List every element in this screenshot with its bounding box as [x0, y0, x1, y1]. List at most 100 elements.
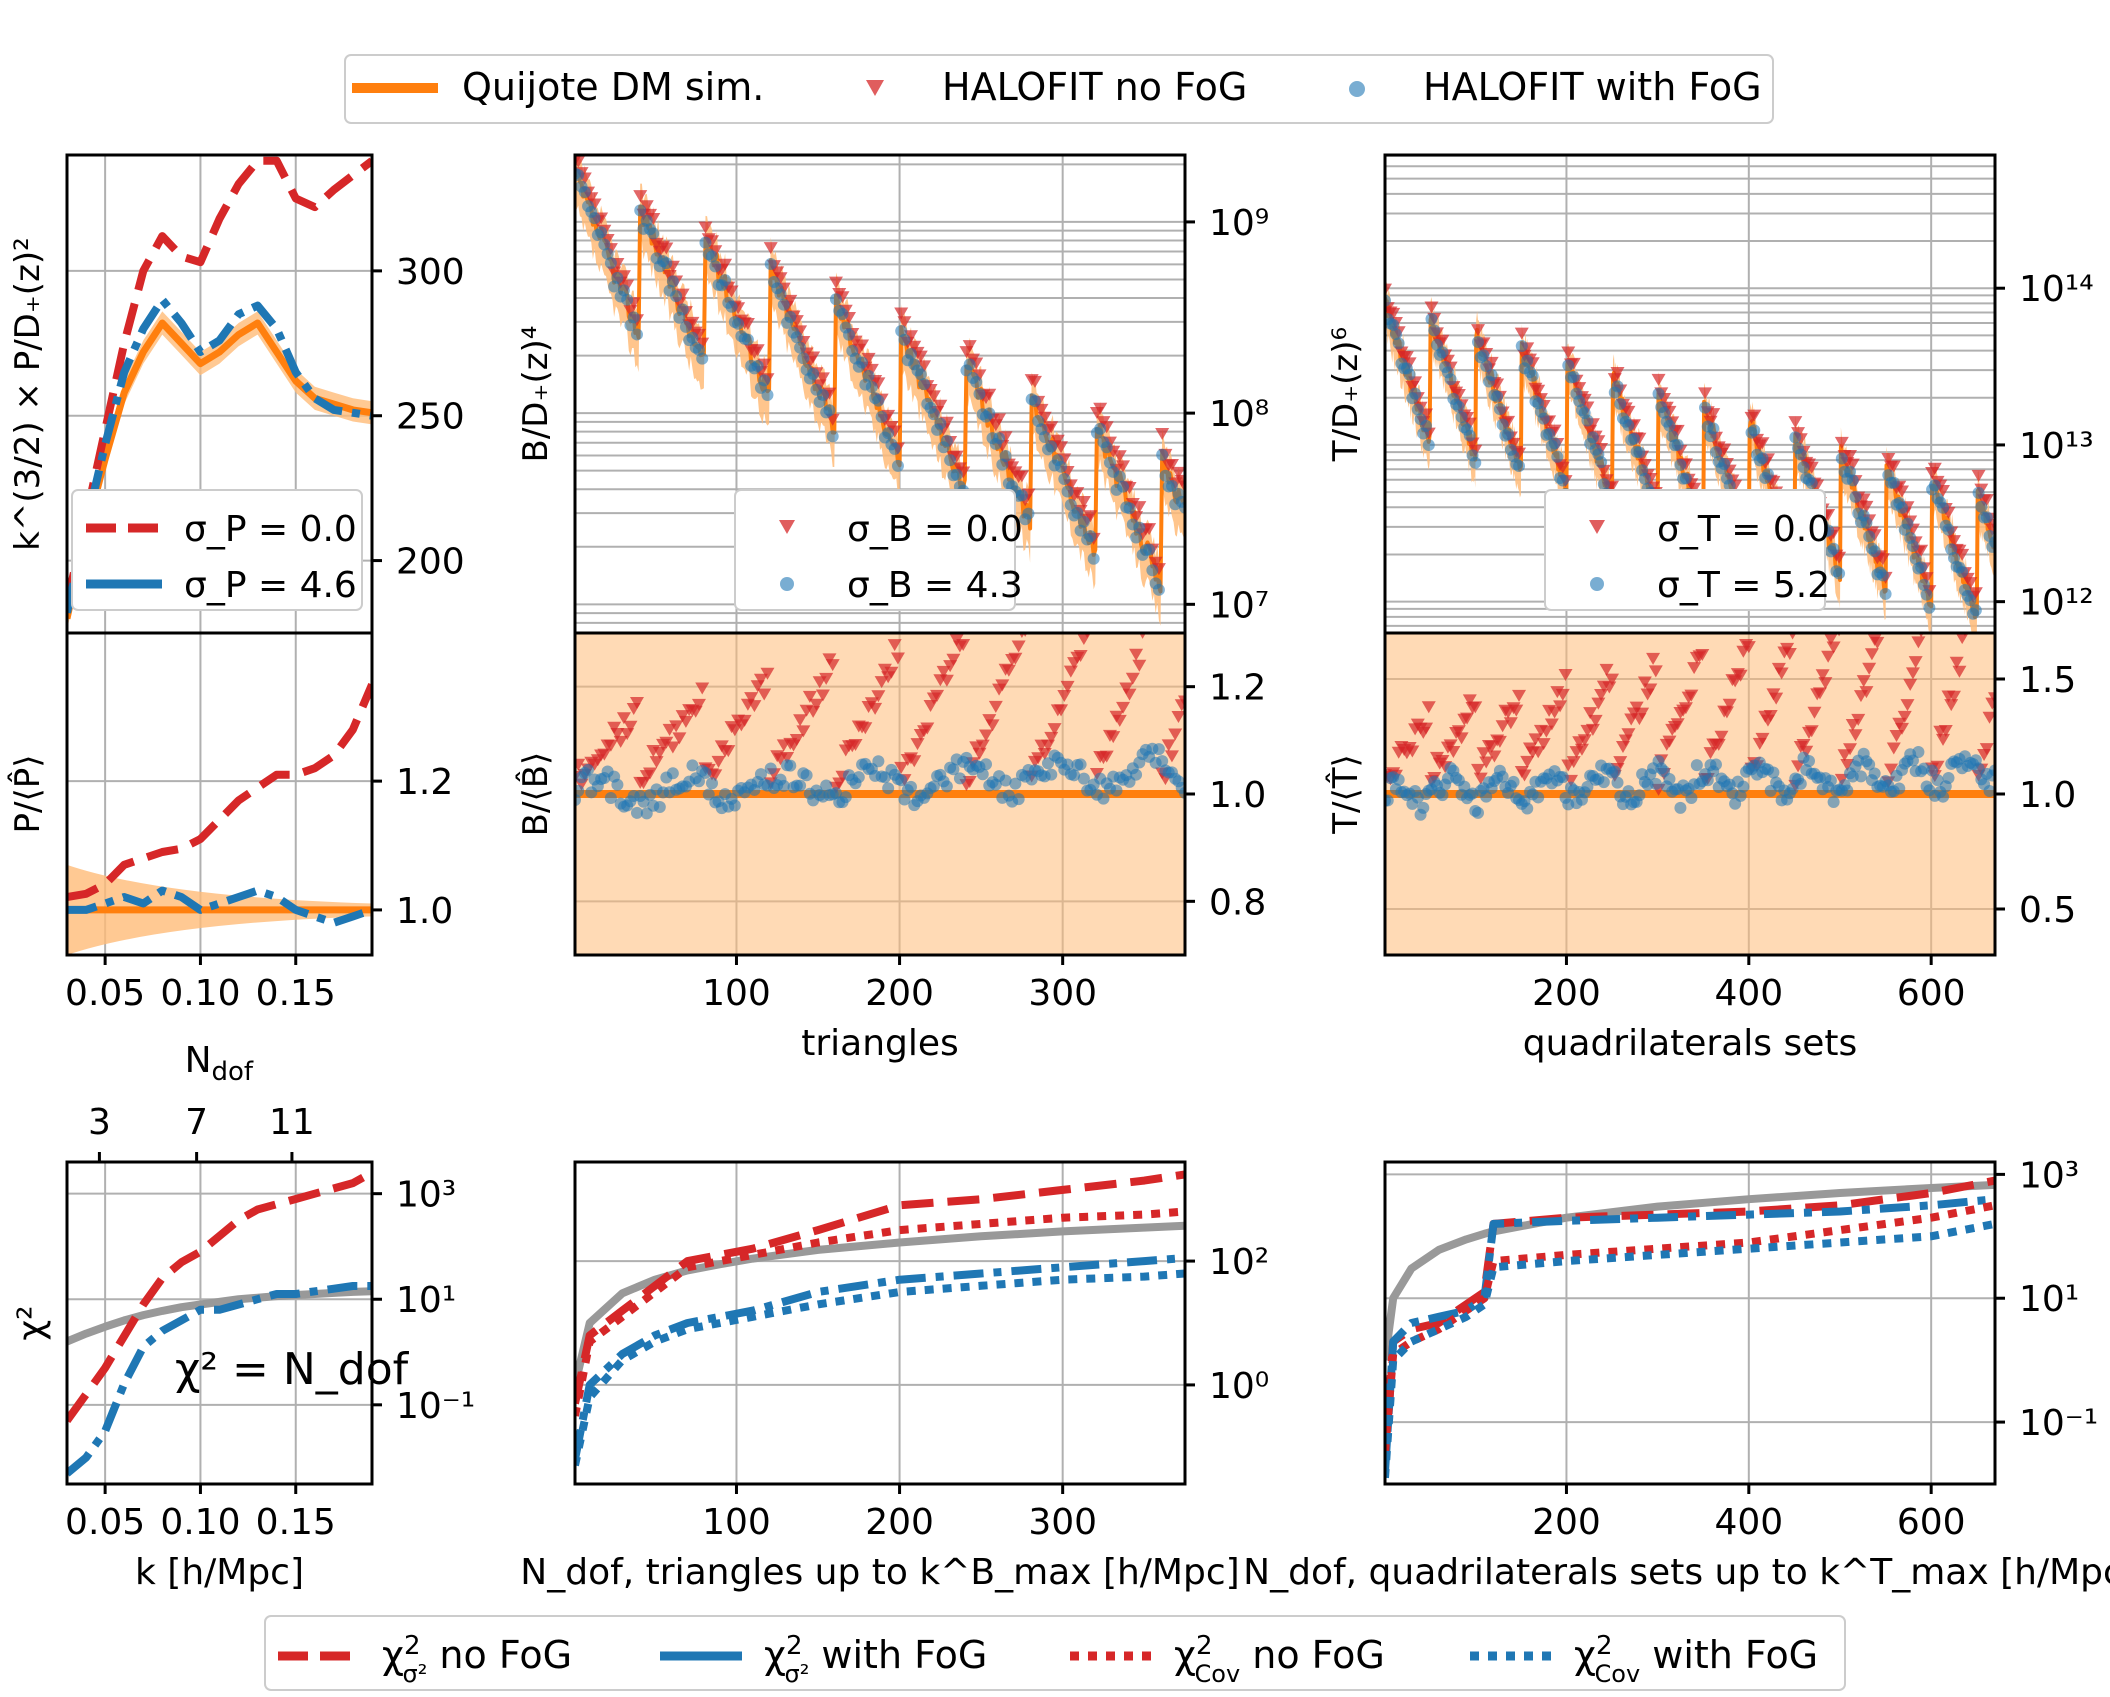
B-top-fog-point: [862, 369, 875, 382]
B-top-fog-point: [764, 257, 777, 270]
T-mid-ytick-label: 0.5: [2019, 890, 2076, 931]
B-top-nofog-point: [659, 242, 674, 255]
B-top-fog-point: [741, 333, 754, 346]
T-mid-fog-point: [1472, 806, 1485, 819]
T-mid-nofog-point: [1605, 673, 1620, 686]
P-chi-top-tick-label: 11: [269, 1102, 315, 1143]
T-mid-fog-point: [1385, 794, 1394, 807]
B-chi-ytick-label: 10⁰: [1209, 1366, 1269, 1407]
T-top-fog-point: [1761, 468, 1774, 481]
B-top-fog-point: [826, 430, 839, 443]
B-mid-fog-point: [686, 759, 699, 772]
B-mid-xlabel: triangles: [801, 1023, 959, 1064]
T-top-fog-point: [1567, 370, 1580, 383]
B-top-fog-point: [1028, 395, 1041, 408]
B-top-fog-point: [1087, 552, 1100, 565]
B-top-fog-point: [914, 368, 927, 381]
B-top-nofog-point: [917, 360, 932, 373]
B-mid-fog-point: [999, 774, 1012, 787]
B-top-fog-point: [1130, 531, 1143, 544]
T-mid-fog-point: [1649, 777, 1662, 790]
P-top-sigma46-line: [67, 295, 372, 614]
P-chi-ylabel: χ²: [11, 1305, 52, 1340]
P-chi-ytick-label: 10³: [396, 1175, 456, 1216]
B-mid-nofog-point: [1047, 723, 1062, 736]
T-mid-nofog-point: [1876, 609, 1890, 621]
B-chi-frame: [573, 1160, 1187, 1486]
T-top-fog-point: [1909, 552, 1922, 565]
B-top-fog-point: [963, 358, 976, 371]
B-top-nofog-point: [1034, 403, 1049, 416]
B-top-legend-label-0: σ_B = 0.0: [847, 509, 1023, 550]
T-top-fog-point: [1469, 456, 1482, 469]
B-mid-nofog-point: [858, 722, 873, 735]
T-mid-nofog-point: [1944, 699, 1959, 712]
T-top-fog-point: [1389, 328, 1402, 341]
B-top-fog-point: [647, 227, 660, 240]
T-mid-fog-point: [1709, 758, 1722, 771]
P-mid-ytick-label: 1.2: [396, 762, 453, 803]
B-top-nofog-point: [639, 200, 654, 213]
T-mid-fog-point: [1926, 764, 1939, 777]
T-mid-fog-point: [1841, 784, 1854, 797]
B-mid-nofog-point: [760, 667, 775, 680]
T-mid-nofog-point: [1405, 745, 1420, 758]
T-chi-series-3: [1385, 1219, 1995, 1479]
T-mid-nofog-point: [1446, 745, 1461, 758]
B-mid-fog-point: [947, 763, 960, 776]
T-top-fog-point: [1436, 346, 1449, 359]
B-top-fog-point: [784, 310, 797, 323]
T-mid-nofog-point: [1755, 732, 1770, 745]
B-top-nofog-point: [1155, 428, 1170, 441]
B-top-fog-point: [621, 293, 634, 306]
T-top-legend-marker-0: [1589, 520, 1605, 534]
B-chi-xtick-label: 200: [865, 1502, 934, 1543]
T-mid-nofog-point: [1613, 756, 1628, 769]
B-top-fog-point: [872, 394, 885, 407]
T-mid-fog-point: [1436, 789, 1449, 802]
B-top-nofog-point: [871, 377, 886, 390]
B-mid-fog-point: [604, 791, 617, 804]
B-mid-nofog-point: [672, 732, 687, 745]
T-top-fog-point: [1699, 401, 1712, 414]
T-mid-nofog-point: [1509, 704, 1524, 717]
T-chi-frame: [1383, 1160, 1997, 1486]
T-mid-fog-point: [1854, 770, 1867, 783]
B-top-nofog-point: [903, 330, 918, 343]
B-top-nofog-point: [698, 221, 713, 234]
legend-quijote-label: Quijote DM sim.: [462, 65, 764, 109]
T-mid-fog-point: [1734, 789, 1747, 802]
T-mid-nofog-point: [1585, 723, 1600, 736]
T-top-fog-point: [1597, 478, 1610, 491]
B-top-fog-point: [1015, 489, 1028, 502]
panel-P-top: 200 250 300 σ_P = 0.0 σ_P = 4.6 k^(3/2) × P/D…: [8, 153, 465, 635]
B-top-fog-point: [1133, 521, 1146, 534]
T-chi-series-2: [1385, 1201, 1995, 1454]
T-top-fog-point: [1937, 501, 1950, 514]
B-top-nofog-point: [1116, 460, 1131, 473]
T-top-fog-point: [1827, 542, 1840, 555]
T-mid-fog-point: [1392, 773, 1405, 786]
B-mid-nofog-point: [613, 735, 628, 748]
B-mid-fog-point: [1009, 777, 1022, 790]
T-top-fog-point: [1562, 359, 1575, 372]
T-mid-nofog-point: [1544, 718, 1559, 731]
B-top-nofog-point: [828, 276, 843, 289]
B-top-nofog-point: [982, 388, 997, 401]
B-mid-nofog-point: [649, 756, 664, 769]
B-mid-fog-point: [1156, 755, 1169, 768]
T-mid-nofog-point: [1662, 735, 1677, 748]
T-mid-fog-point: [1496, 770, 1509, 783]
B-top-nofog-point: [1050, 434, 1065, 447]
B-mid-nofog-point: [907, 755, 922, 768]
B-top-nofog-point: [1093, 402, 1108, 415]
T-mid-nofog-point: [1566, 756, 1581, 769]
T-top-fog-point: [1444, 373, 1457, 386]
T-top-fog-point: [1849, 490, 1862, 503]
B-top-nofog-point: [708, 245, 723, 258]
T-top-nofog-point: [1555, 461, 1570, 474]
T-top-fog-point: [1472, 336, 1485, 349]
T-mid-nofog-point: [1870, 636, 1885, 649]
T-mid-nofog-point: [1889, 730, 1904, 743]
P-chi-top-axis-sub: dof: [212, 1057, 254, 1087]
